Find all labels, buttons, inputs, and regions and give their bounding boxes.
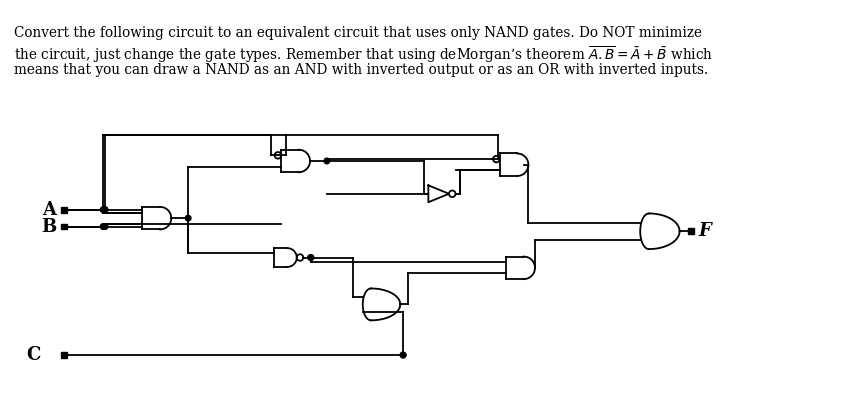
Circle shape (102, 207, 108, 212)
Polygon shape (61, 224, 66, 229)
Text: Convert the following circuit to an equivalent circuit that uses only NAND gates: Convert the following circuit to an equi… (14, 26, 702, 40)
Circle shape (102, 224, 108, 229)
Circle shape (400, 352, 406, 358)
Polygon shape (688, 229, 694, 234)
Circle shape (186, 215, 191, 221)
Circle shape (308, 255, 314, 260)
Text: C: C (26, 346, 41, 364)
Polygon shape (61, 207, 66, 212)
Circle shape (100, 207, 106, 212)
Polygon shape (61, 352, 66, 358)
Text: F: F (699, 222, 711, 240)
Circle shape (324, 158, 329, 164)
Circle shape (102, 207, 108, 212)
Circle shape (308, 255, 314, 260)
Text: B: B (41, 217, 56, 236)
Text: the circuit, just change the gate types. Remember that using deMorgan’s theorem : the circuit, just change the gate types.… (14, 45, 713, 65)
Text: means that you can draw a NAND as an AND with inverted output or as an OR with i: means that you can draw a NAND as an AND… (14, 63, 708, 78)
Text: A: A (43, 201, 56, 219)
Circle shape (400, 352, 406, 358)
Circle shape (100, 224, 106, 229)
